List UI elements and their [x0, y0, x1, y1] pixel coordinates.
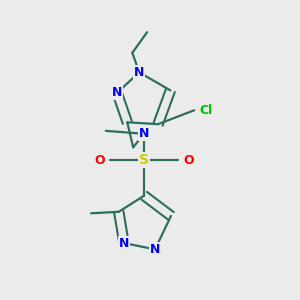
Text: N: N — [112, 86, 122, 99]
Text: N: N — [139, 127, 149, 140]
Text: N: N — [150, 243, 160, 256]
Text: O: O — [183, 154, 194, 167]
Text: N: N — [134, 66, 144, 79]
Text: Cl: Cl — [199, 104, 213, 117]
Text: O: O — [94, 154, 105, 167]
Text: N: N — [119, 236, 129, 250]
Text: S: S — [139, 153, 149, 167]
